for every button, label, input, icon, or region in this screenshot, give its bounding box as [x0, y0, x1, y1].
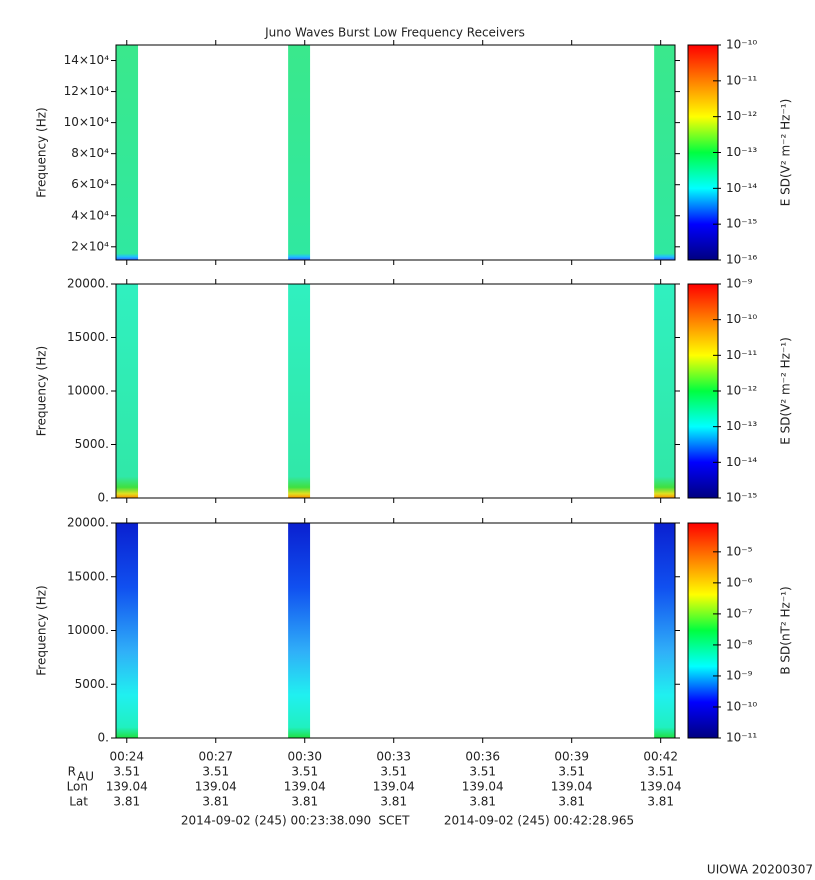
ephemeris-value: 3.51 — [558, 765, 585, 779]
ephemeris-value: 3.81 — [647, 795, 674, 809]
plot-frame — [115, 283, 676, 499]
colorbar-tick-label: 10⁻¹⁴ — [726, 455, 757, 469]
y-tick-label: 5000. — [75, 677, 109, 691]
colorbar — [687, 522, 719, 739]
y-tick-label: 4×10⁴ — [71, 208, 109, 222]
ephemeris-value: 139.04 — [284, 780, 326, 794]
time-start: 2014-09-02 (245) 00:23:38.090 — [181, 814, 371, 828]
x-tick-label: 00:39 — [554, 750, 589, 764]
x-tick-label: 00:33 — [376, 750, 411, 764]
y-tick-label: 10×10⁴ — [64, 115, 110, 129]
y-tick-label: 12×10⁴ — [64, 84, 110, 98]
colorbar-label: B SD(nT² Hz⁻¹) — [779, 586, 793, 674]
x-tick-label: 00:42 — [643, 750, 678, 764]
colorbar-tick-label: 10⁻¹⁴ — [726, 181, 757, 195]
colorbar-tick-label: 10⁻⁵ — [726, 544, 753, 558]
colorbar-tick-label: 10⁻⁹ — [726, 277, 753, 291]
ephemeris-value: 3.51 — [380, 765, 407, 779]
ephemeris-value: 139.04 — [462, 780, 504, 794]
ephemeris-value: 3.81 — [558, 795, 585, 809]
colorbar-tick-label: 10⁻⁷ — [726, 606, 753, 620]
ephemeris-value: 3.51 — [647, 765, 674, 779]
burst — [288, 284, 311, 498]
colorbar-tick-label: 10⁻⁹ — [726, 668, 753, 682]
y-tick-label: 15000. — [67, 330, 109, 344]
x-tick-label: 00:36 — [465, 750, 500, 764]
y-axis-label: Frequency (Hz) — [35, 585, 49, 676]
burst — [116, 45, 139, 260]
ephemeris-label: Lat — [69, 795, 88, 809]
ephemeris-label-sub: AU — [77, 770, 94, 784]
x-tick-label: 00:24 — [109, 750, 144, 764]
ephemeris-value: 3.81 — [202, 795, 229, 809]
ephemeris-value: 3.51 — [469, 765, 496, 779]
x-tick-label: 00:30 — [287, 750, 322, 764]
plot-frame — [115, 522, 676, 739]
y-tick-label: 0. — [98, 731, 109, 745]
y-tick-label: 10000. — [67, 384, 109, 398]
y-tick-label: 10000. — [67, 623, 109, 637]
colorbar-tick-label: 10⁻¹⁵ — [726, 217, 757, 231]
y-tick-label: 20000. — [67, 516, 109, 530]
colorbar-tick-label: 10⁻¹⁰ — [726, 38, 757, 52]
burst — [116, 523, 139, 738]
ephemeris-label: R — [68, 765, 76, 779]
colorbar-tick-label: 10⁻¹⁶ — [726, 253, 757, 267]
ephemeris-value: 139.04 — [551, 780, 593, 794]
burst — [116, 284, 139, 498]
colorbar-tick-label: 10⁻¹³ — [726, 145, 757, 159]
y-axis-label: Frequency (Hz) — [35, 107, 49, 198]
plot-frame — [115, 44, 676, 261]
y-tick-label: 6×10⁴ — [71, 177, 109, 191]
chart-title: Juno Waves Burst Low Frequency Receivers — [264, 26, 525, 40]
y-tick-label: 2×10⁴ — [71, 239, 109, 253]
ephemeris-value: 3.81 — [291, 795, 318, 809]
ephemeris-value: 139.04 — [106, 780, 148, 794]
ephemeris-value: 3.51 — [202, 765, 229, 779]
y-tick-label: 8×10⁴ — [71, 146, 109, 160]
colorbar-label: E SD(V² m⁻² Hz⁻¹) — [779, 99, 793, 207]
ephemeris-label: Lon — [67, 780, 88, 794]
colorbar-tick-label: 10⁻¹³ — [726, 419, 757, 433]
ephemeris-value: 139.04 — [640, 780, 682, 794]
colorbar-label: E SD(V² m⁻² Hz⁻¹) — [779, 337, 793, 445]
burst — [654, 523, 675, 738]
colorbar-tick-label: 10⁻¹⁵ — [726, 491, 757, 505]
y-tick-label: 0. — [98, 491, 109, 505]
y-tick-label: 5000. — [75, 437, 109, 451]
time-label: SCET — [379, 814, 411, 828]
colorbar-tick-label: 10⁻¹⁰ — [726, 312, 757, 326]
ephemeris-value: 3.51 — [113, 765, 140, 779]
ephemeris-value: 3.81 — [380, 795, 407, 809]
y-tick-label: 14×10⁴ — [64, 53, 110, 67]
x-tick-label: 00:27 — [198, 750, 233, 764]
colorbar-tick-label: 10⁻¹¹ — [726, 73, 757, 87]
y-axis-label: Frequency (Hz) — [35, 346, 49, 437]
colorbar-tick-label: 10⁻¹² — [726, 109, 757, 123]
time-end: 2014-09-02 (245) 00:42:28.965 — [444, 814, 634, 828]
colorbar-tick-label: 10⁻¹¹ — [726, 731, 757, 745]
colorbar-tick-label: 10⁻¹⁰ — [726, 699, 757, 713]
credit: UIOWA 20200307 — [707, 863, 813, 877]
ephemeris-value: 139.04 — [195, 780, 237, 794]
y-tick-label: 20000. — [67, 277, 109, 291]
y-tick-label: 15000. — [67, 569, 109, 583]
ephemeris-value: 3.81 — [469, 795, 496, 809]
colorbar-tick-label: 10⁻⁸ — [726, 637, 753, 651]
ephemeris-value: 3.51 — [291, 765, 318, 779]
colorbar-tick-label: 10⁻¹¹ — [726, 348, 757, 362]
burst — [654, 284, 675, 498]
colorbar-tick-label: 10⁻⁶ — [726, 575, 753, 589]
burst — [288, 45, 311, 260]
ephemeris-value: 139.04 — [373, 780, 415, 794]
burst — [288, 523, 311, 738]
burst — [654, 45, 675, 260]
colorbar-tick-label: 10⁻¹² — [726, 384, 757, 398]
ephemeris-value: 3.81 — [113, 795, 140, 809]
